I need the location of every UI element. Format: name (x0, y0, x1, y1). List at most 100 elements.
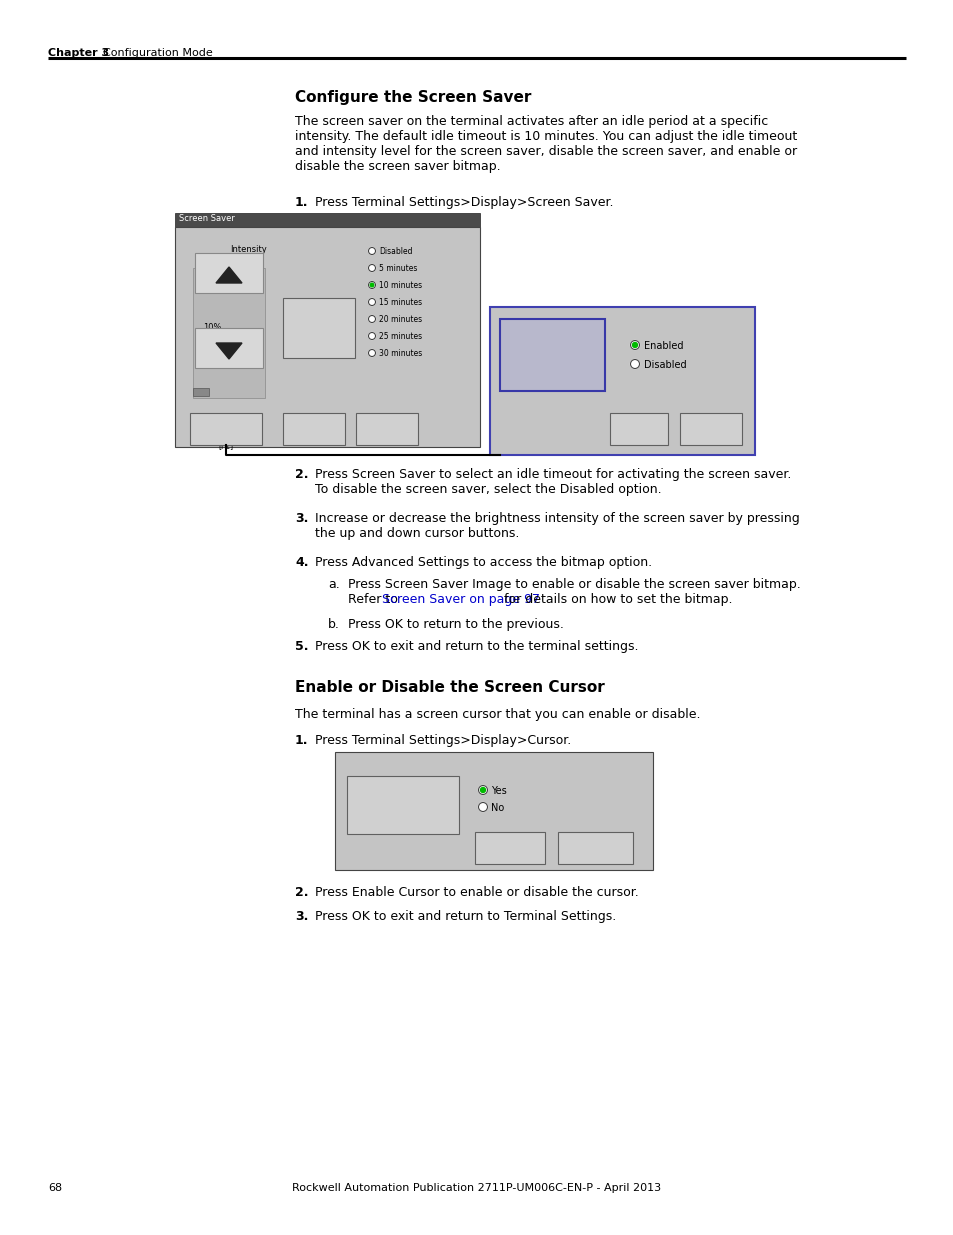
FancyBboxPatch shape (475, 832, 544, 864)
Text: Screen Saver on page 97: Screen Saver on page 97 (381, 593, 539, 606)
Text: the up and down cursor buttons.: the up and down cursor buttons. (314, 527, 518, 540)
FancyBboxPatch shape (283, 298, 355, 358)
Text: [F2]: [F2] (218, 441, 233, 450)
FancyBboxPatch shape (490, 308, 754, 454)
Text: Enable or Disable the Screen Cursor: Enable or Disable the Screen Cursor (294, 680, 604, 695)
Text: To disable the screen saver, select the Disabled option.: To disable the screen saver, select the … (314, 483, 661, 496)
Text: [F1]: [F1] (311, 331, 327, 340)
Circle shape (630, 359, 639, 368)
Circle shape (632, 342, 637, 347)
FancyBboxPatch shape (174, 227, 479, 447)
Circle shape (478, 785, 487, 794)
Text: Disabled: Disabled (643, 359, 686, 370)
Text: 30 minutes: 30 minutes (378, 350, 422, 358)
FancyBboxPatch shape (499, 319, 604, 391)
Text: [F8]: [F8] (701, 435, 720, 445)
Circle shape (368, 282, 375, 289)
Text: [F7]: [F7] (500, 853, 518, 863)
FancyBboxPatch shape (609, 412, 667, 445)
Text: OK: OK (503, 844, 516, 853)
Text: Screen: Screen (304, 312, 334, 322)
Circle shape (480, 788, 485, 793)
Text: Press OK to exit and return to the terminal settings.: Press OK to exit and return to the termi… (314, 640, 638, 653)
Text: 4.: 4. (294, 556, 308, 569)
FancyBboxPatch shape (193, 388, 209, 396)
Text: Press Terminal Settings>Display>Screen Saver.: Press Terminal Settings>Display>Screen S… (314, 196, 613, 209)
Text: Screen Saver: Screen Saver (179, 214, 234, 224)
Text: Chapter 3: Chapter 3 (48, 48, 109, 58)
Text: [F8]: [F8] (585, 853, 603, 863)
Text: OK: OK (632, 425, 645, 433)
Circle shape (368, 350, 375, 357)
FancyBboxPatch shape (355, 412, 417, 445)
Text: 5 minutes: 5 minutes (378, 264, 416, 273)
Polygon shape (215, 267, 242, 283)
Text: [F7]: [F7] (629, 435, 647, 445)
Text: 1.: 1. (294, 196, 308, 209)
Text: Refer to: Refer to (348, 593, 401, 606)
Text: 3.: 3. (294, 910, 308, 923)
Text: Press Terminal Settings>Display>Cursor.: Press Terminal Settings>Display>Cursor. (314, 734, 571, 747)
Text: for details on how to set the bitmap.: for details on how to set the bitmap. (499, 593, 732, 606)
Text: Press OK to exit and return to Terminal Settings.: Press OK to exit and return to Terminal … (314, 910, 616, 923)
Text: Press Advanced Settings to access the bitmap option.: Press Advanced Settings to access the bi… (314, 556, 652, 569)
Text: 10%: 10% (203, 324, 221, 332)
Text: Saver: Saver (307, 322, 331, 331)
Text: 5.: 5. (294, 640, 308, 653)
Circle shape (368, 299, 375, 305)
Text: F1: F1 (546, 363, 557, 372)
Text: 10 minutes: 10 minutes (378, 282, 421, 290)
Text: Image: Image (536, 352, 567, 361)
Text: Settings: Settings (210, 433, 241, 442)
Text: No: No (491, 803, 504, 813)
Polygon shape (215, 343, 242, 359)
FancyBboxPatch shape (174, 212, 479, 227)
Text: Enabled: Enabled (643, 341, 682, 351)
Text: Cancel: Cancel (373, 425, 401, 433)
Text: 3.: 3. (294, 513, 308, 525)
Text: Configuration Mode: Configuration Mode (103, 48, 213, 58)
Text: 68: 68 (48, 1183, 62, 1193)
Text: Press Screen Saver to select an idle timeout for activating the screen saver.: Press Screen Saver to select an idle tim… (314, 468, 791, 480)
Text: Intensity: Intensity (230, 245, 267, 254)
Text: disable the screen saver bitmap.: disable the screen saver bitmap. (294, 161, 500, 173)
Text: [F7]: [F7] (305, 435, 322, 445)
Text: 15 minutes: 15 minutes (378, 298, 421, 308)
Text: 2.: 2. (294, 468, 308, 480)
Text: Press Screen Saver Image to enable or disable the screen saver bitmap.: Press Screen Saver Image to enable or di… (348, 578, 800, 592)
Circle shape (368, 332, 375, 340)
Circle shape (478, 803, 487, 811)
Text: Enable Cursor: Enable Cursor (371, 802, 435, 811)
FancyBboxPatch shape (190, 412, 262, 445)
Text: intensity. The default idle timeout is 10 minutes. You can adjust the idle timeo: intensity. The default idle timeout is 1… (294, 130, 797, 143)
Text: Cancel: Cancel (695, 425, 725, 433)
Text: Disabled: Disabled (378, 247, 412, 256)
FancyBboxPatch shape (194, 329, 263, 368)
FancyBboxPatch shape (194, 253, 263, 293)
Text: and intensity level for the screen saver, disable the screen saver, and enable o: and intensity level for the screen saver… (294, 144, 797, 158)
Text: Rockwell Automation Publication 2711P-UM006C-EN-P - April 2013: Rockwell Automation Publication 2711P-UM… (293, 1183, 660, 1193)
Text: OK: OK (308, 425, 319, 433)
Text: The terminal has a screen cursor that you can enable or disable.: The terminal has a screen cursor that yo… (294, 708, 700, 721)
Text: Yes: Yes (491, 785, 506, 797)
Circle shape (368, 264, 375, 272)
Circle shape (630, 341, 639, 350)
Text: Configure the Screen Saver: Configure the Screen Saver (294, 90, 531, 105)
FancyBboxPatch shape (347, 776, 458, 834)
Text: [F1]: [F1] (394, 811, 412, 821)
Text: 25 minutes: 25 minutes (378, 332, 421, 341)
FancyBboxPatch shape (335, 752, 652, 869)
Text: b.: b. (328, 618, 339, 631)
Text: Cancel: Cancel (579, 844, 610, 853)
Text: Advanced: Advanced (207, 425, 245, 433)
Circle shape (370, 283, 374, 287)
FancyBboxPatch shape (679, 412, 741, 445)
Circle shape (368, 315, 375, 322)
Text: 20 minutes: 20 minutes (378, 315, 421, 324)
Text: [F8]: [F8] (378, 435, 395, 445)
Text: a.: a. (328, 578, 339, 592)
Text: Increase or decrease the brightness intensity of the screen saver by pressing: Increase or decrease the brightness inte… (314, 513, 799, 525)
Text: 2.: 2. (294, 885, 308, 899)
FancyBboxPatch shape (193, 268, 265, 398)
Text: Screen Saver: Screen Saver (517, 341, 585, 350)
